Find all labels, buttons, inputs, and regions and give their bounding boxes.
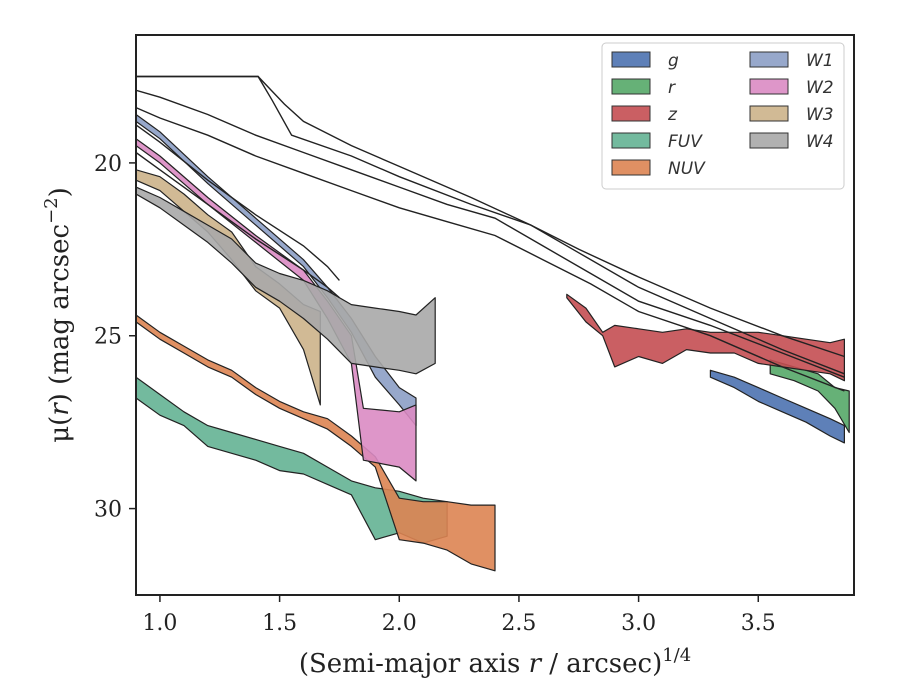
x-tick-label: 2.5 [501, 611, 536, 636]
y-tick-label: 20 [94, 152, 122, 177]
legend-swatch-g [611, 51, 651, 68]
band-z [566, 293, 845, 382]
x-tick-label: 1.5 [262, 611, 297, 636]
profile-line [136, 75, 845, 375]
legend-label-w4: W4 [806, 132, 834, 152]
legend-label-r: r [668, 78, 676, 98]
y-tick-label: 30 [94, 498, 122, 523]
legend-label-z: z [667, 105, 678, 125]
legend-swatch-w3 [749, 105, 789, 122]
profile-line [136, 151, 340, 299]
x-tick-label: 3.0 [621, 611, 656, 636]
band-w4 [136, 186, 436, 375]
legend-swatch-w2 [749, 78, 789, 95]
profile-line [136, 89, 845, 378]
legend-swatch-r [611, 78, 651, 95]
legend-label-w2: W2 [806, 78, 834, 98]
band-w1 [136, 113, 417, 427]
legend-label-w3: W3 [806, 105, 834, 125]
band-g [709, 369, 845, 444]
band-w2 [136, 138, 417, 482]
x-tick-label: 1.0 [142, 611, 177, 636]
legend-swatch-nuv [611, 159, 651, 176]
legend-label-w1: W1 [806, 51, 834, 71]
legend-label-g: g [668, 51, 679, 71]
legend-swatch-w4 [749, 132, 789, 149]
profile-line [136, 124, 340, 281]
legend-label-fuv: FUV [668, 132, 703, 152]
x-tick-label: 3.5 [741, 611, 776, 636]
band-nuv [136, 314, 496, 572]
x-tick-label: 2.0 [382, 611, 417, 636]
legend-label-nuv: NUV [668, 159, 706, 179]
series-bands [136, 113, 850, 572]
legend-swatch-w1 [749, 51, 789, 68]
profile-lines [136, 75, 845, 392]
legend-swatch-fuv [611, 132, 651, 149]
profile-line [136, 75, 845, 358]
y-axis-ticks: 20 25 30 [94, 152, 136, 523]
x-axis-title: (Semi-major axis r / arcsec)1/4 [299, 645, 691, 679]
legend: grz FUV NUV W1 W2 W3 W4 [601, 42, 845, 190]
profile-line [136, 106, 845, 392]
legend-swatch-z [611, 105, 651, 122]
plot-frame [135, 34, 855, 596]
y-tick-label: 25 [94, 325, 122, 350]
x-axis-ticks: 1.0 1.5 2.0 2.5 3.0 3.5 [142, 595, 776, 636]
y-axis-title: μ(r) (mag arcsec−2) [41, 187, 75, 443]
